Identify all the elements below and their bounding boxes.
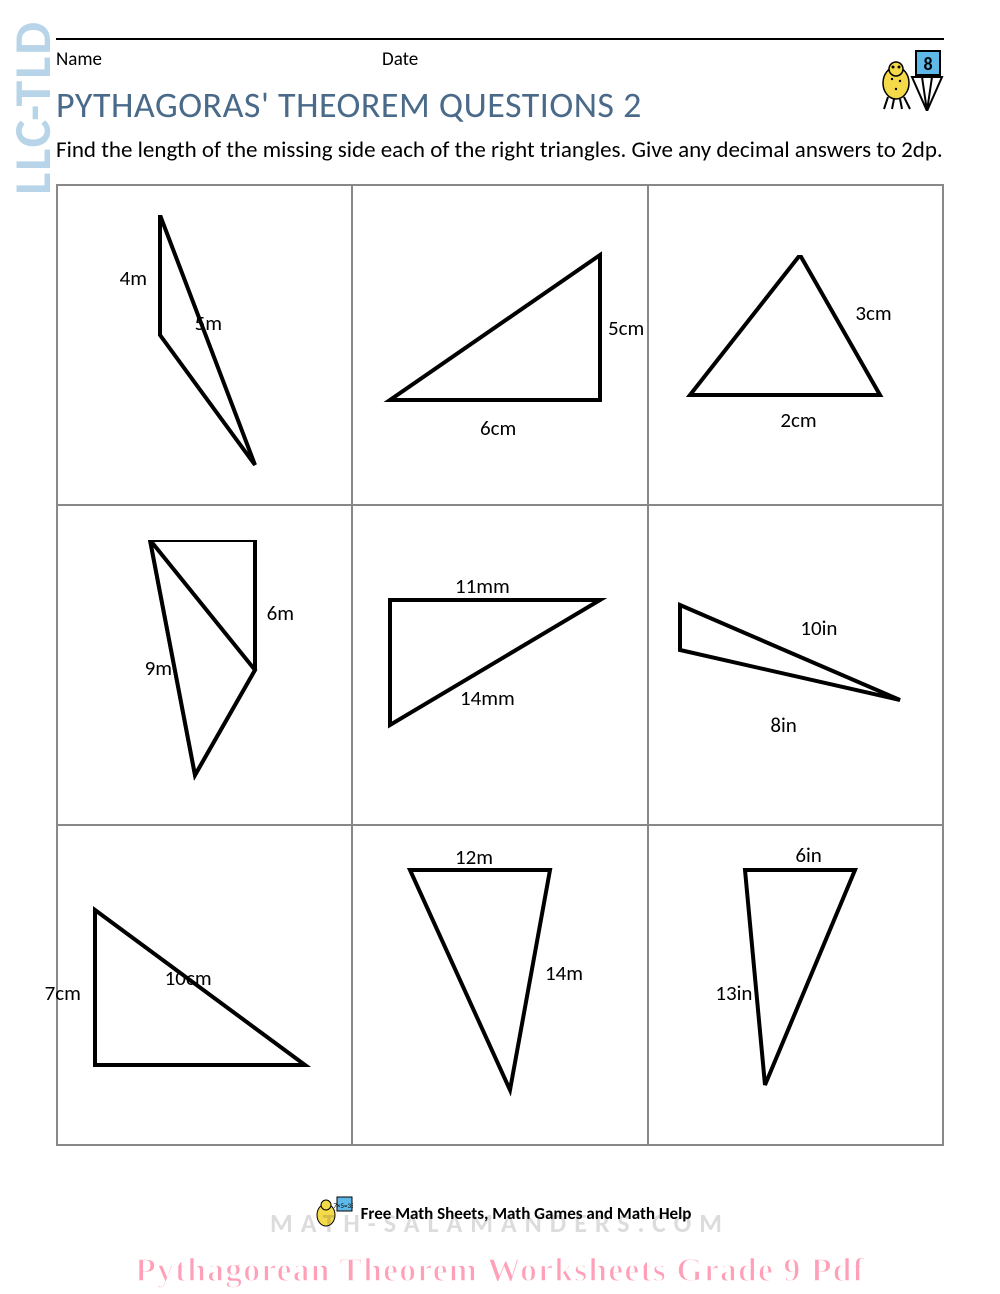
title-row: PYTHAGORAS' THEOREM QUESTIONS 2 8 — [56, 83, 944, 135]
triangle — [410, 870, 550, 1090]
triangle — [745, 870, 855, 1085]
side-label: 10cm — [165, 965, 212, 991]
header-rule — [56, 38, 944, 40]
name-date-row: Name Date — [56, 48, 944, 71]
side-label: 14m — [545, 960, 583, 986]
triangle — [160, 215, 255, 465]
instructions: Find the length of the missing side each… — [56, 135, 944, 166]
side-label: 5cm — [608, 315, 644, 341]
triangle — [390, 255, 600, 400]
cell-6: 10in 8in — [648, 505, 943, 825]
side-label: 6cm — [480, 415, 516, 441]
logo: 8 — [874, 49, 944, 111]
cell-3: 3cm 2cm — [648, 185, 943, 505]
triangle-grid: 4m 5m 5cm 6cm 3cm 2cm 9m 6m — [56, 184, 944, 1146]
side-label: 10in — [800, 615, 837, 641]
page-title: PYTHAGORAS' THEOREM QUESTIONS 2 — [56, 83, 642, 127]
side-label: 6m — [267, 600, 294, 626]
cell-7: 7cm 10cm — [57, 825, 352, 1145]
side-label: 4m — [120, 265, 147, 291]
side-label: 2cm — [780, 407, 816, 433]
side-watermark: LLC-TLD — [0, 20, 64, 195]
side-label: 11mm — [455, 573, 510, 599]
cell-1: 4m 5m — [57, 185, 352, 505]
date-label: Date — [382, 48, 418, 71]
cell-4: 9m 6m — [57, 505, 352, 825]
side-label: 6in — [795, 842, 822, 868]
side-label: 8in — [770, 712, 797, 738]
side-label: 12m — [455, 844, 493, 870]
cell-8: 12m 14m — [352, 825, 647, 1145]
side-label: 5m — [195, 310, 222, 336]
triangle — [680, 605, 900, 700]
triangle — [690, 255, 880, 395]
footer: 7×5=35 Free Math Sheets, Math Games and … — [0, 1193, 1000, 1238]
cell-9: 6in 13in — [648, 825, 943, 1145]
svg-text:8: 8 — [923, 53, 932, 75]
worksheet-page: Name Date PYTHAGORAS' THEOREM QUESTIONS … — [0, 0, 1000, 1146]
cell-2: 5cm 6cm — [352, 185, 647, 505]
cell-5: 11mm 14mm — [352, 505, 647, 825]
image-caption: Pythagorean Theorem Worksheets Grade 9 P… — [0, 1252, 1000, 1290]
side-label: 14mm — [460, 685, 515, 711]
side-label: 13in — [715, 980, 752, 1006]
side-label: 9m — [145, 655, 172, 681]
side-label: 7cm — [45, 980, 81, 1006]
side-label: 3cm — [855, 300, 891, 326]
footer-watermark: MATH-SALAMANDERS.COM — [0, 1207, 1000, 1239]
